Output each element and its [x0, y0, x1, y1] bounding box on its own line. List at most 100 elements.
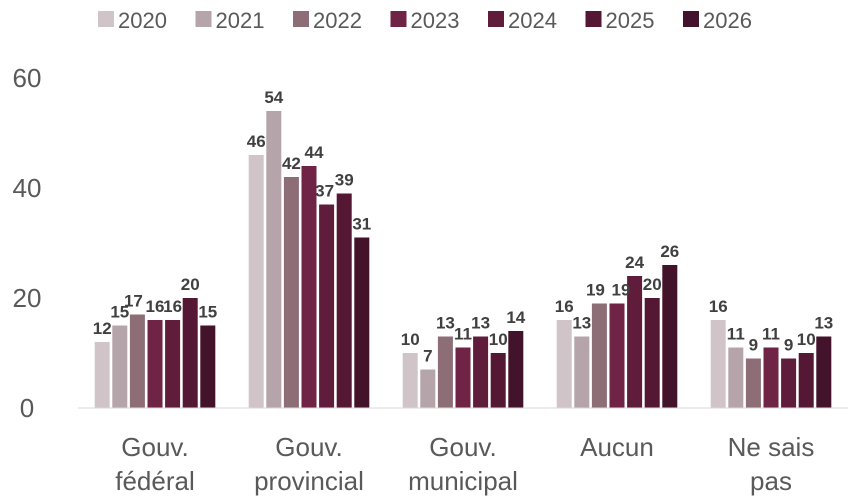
- legend-label-2020: 2020: [118, 8, 167, 33]
- bar-2021: [728, 347, 744, 408]
- bar-2024: [781, 358, 797, 408]
- bar-2023: [455, 347, 471, 408]
- data-label: 15: [198, 303, 217, 322]
- bar-2023: [301, 166, 317, 408]
- data-label: 20: [643, 275, 662, 294]
- bar-2024: [319, 204, 335, 408]
- bar-2023: [609, 303, 625, 408]
- bar-2020: [710, 320, 726, 408]
- data-label: 13: [814, 314, 833, 333]
- bar-2020: [556, 320, 572, 408]
- data-label: 16: [709, 297, 728, 316]
- bar-2023: [147, 320, 163, 408]
- data-label: 12: [93, 319, 112, 338]
- bar-2026: [662, 265, 678, 408]
- bar-2021: [112, 325, 128, 408]
- legend-swatch-2023: [390, 11, 407, 27]
- legend: 2020 2021 2022 2023 2024 2025 2026: [98, 8, 752, 33]
- data-label: 14: [506, 308, 525, 327]
- data-label: 16: [555, 297, 574, 316]
- legend-swatch-2021: [195, 11, 212, 27]
- data-label: 9: [784, 336, 793, 355]
- data-label: 39: [335, 171, 354, 190]
- x-tick-label: Gouv.: [121, 432, 188, 462]
- bar-2025: [336, 193, 352, 408]
- data-label: 26: [660, 242, 679, 261]
- y-tick-label: 0: [20, 393, 34, 423]
- y-tick-label: 20: [13, 283, 42, 313]
- x-tick-label: municipal: [408, 466, 518, 496]
- bar-2021: [574, 336, 590, 408]
- data-label: 19: [586, 281, 605, 300]
- data-label: 13: [436, 314, 455, 333]
- bar-2022: [437, 336, 453, 408]
- data-label: 42: [282, 154, 301, 173]
- data-label: 44: [305, 143, 324, 162]
- legend-swatch-2025: [585, 11, 602, 27]
- legend-label-2023: 2023: [411, 8, 460, 33]
- x-tick-label: Ne sais: [728, 432, 815, 462]
- bar-2024: [473, 336, 489, 408]
- data-label: 31: [352, 215, 371, 234]
- legend-swatch-2024: [488, 11, 504, 27]
- bar-2020: [248, 155, 264, 408]
- bar-2025: [644, 298, 660, 408]
- bar-2025: [798, 353, 814, 408]
- data-label: 17: [124, 292, 143, 311]
- bars: [94, 111, 832, 408]
- data-label: 37: [315, 182, 334, 201]
- data-label: 10: [401, 330, 420, 349]
- data-label: 20: [181, 275, 200, 294]
- data-label: 10: [489, 330, 508, 349]
- legend-label-2022: 2022: [313, 8, 362, 33]
- y-axis: 0 20 40 60: [13, 63, 42, 423]
- x-tick-label: pas: [750, 466, 792, 496]
- data-label: 13: [471, 314, 490, 333]
- bar-2022: [591, 303, 607, 408]
- bar-2023: [763, 347, 779, 408]
- data-label: 11: [727, 325, 745, 344]
- bar-2024: [627, 276, 643, 408]
- legend-label-2024: 2024: [508, 8, 557, 33]
- bar-2025: [490, 353, 506, 408]
- bar-2024: [165, 320, 181, 408]
- y-tick-label: 40: [13, 173, 42, 203]
- data-label: 15: [110, 303, 129, 322]
- bar-2020: [94, 342, 110, 408]
- data-label: 46: [247, 132, 266, 151]
- bar-2020: [402, 353, 418, 408]
- bar-2025: [182, 298, 198, 408]
- bar-2022: [129, 314, 145, 408]
- data-label: 19: [612, 281, 631, 300]
- x-tick-label: provincial: [254, 466, 364, 496]
- x-tick-label: Gouv.: [275, 432, 342, 462]
- data-label: 11: [454, 325, 472, 344]
- data-label: 13: [572, 314, 591, 333]
- data-label: 16: [146, 297, 165, 316]
- data-label: 54: [264, 88, 283, 107]
- x-tick-label: Aucun: [580, 432, 654, 462]
- legend-swatch-2022: [293, 11, 309, 27]
- legend-label-2025: 2025: [606, 8, 655, 33]
- bar-2021: [266, 111, 282, 408]
- x-tick-label: fédéral: [115, 466, 195, 496]
- bar-2026: [508, 331, 524, 408]
- y-tick-label: 60: [13, 63, 42, 93]
- bar-2026: [816, 336, 832, 408]
- bar-2021: [420, 369, 436, 408]
- legend-label-2021: 2021: [216, 8, 265, 33]
- bar-2022: [745, 358, 761, 408]
- data-label: 9: [749, 336, 758, 355]
- bar-2026: [200, 325, 216, 408]
- bar-2026: [354, 237, 370, 408]
- data-label: 16: [163, 297, 182, 316]
- bar-2022: [283, 177, 299, 408]
- legend-swatch-2020: [98, 11, 114, 27]
- data-label: 11: [762, 325, 780, 344]
- data-label: 7: [423, 347, 432, 366]
- data-label: 10: [797, 330, 816, 349]
- x-tick-label: Gouv.: [429, 432, 496, 462]
- legend-swatch-2026: [683, 11, 699, 27]
